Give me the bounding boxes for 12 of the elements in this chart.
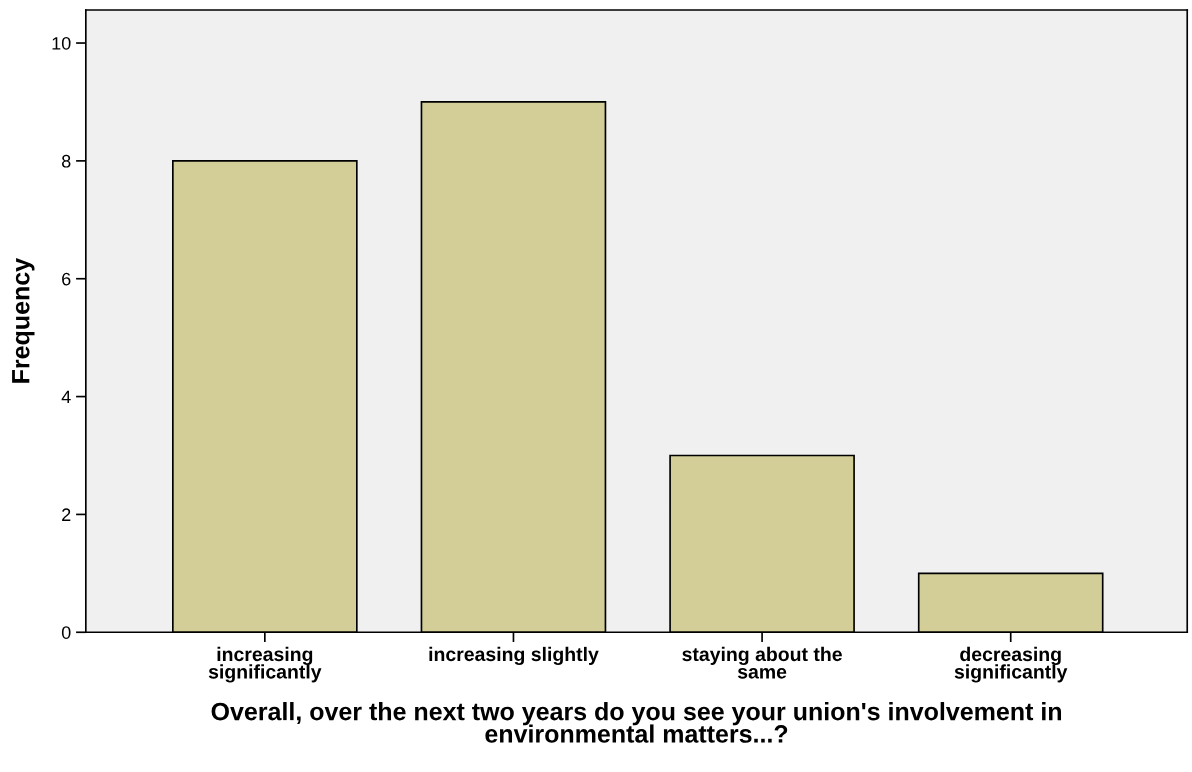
x-tick-label: decreasing significantly	[954, 646, 1068, 683]
y-tick-label: 8	[61, 154, 71, 168]
x-axis-title: Overall, over the next two years do you see your union's involvement in environmental matters...?	[211, 702, 1062, 743]
y-tick-label: 0	[61, 626, 71, 639]
y-tick-label: 4	[61, 390, 71, 404]
y-tick-label: 2	[62, 508, 71, 521]
y-tick-label: 10	[52, 36, 71, 50]
y-axis-title: Frequency	[12, 258, 35, 383]
y-tick-label: 6	[62, 272, 71, 286]
x-tick-label: increasing significantly	[208, 646, 322, 683]
x-tick-label: staying about the same	[682, 646, 842, 679]
x-tick-label: increasing slightly	[429, 646, 599, 666]
